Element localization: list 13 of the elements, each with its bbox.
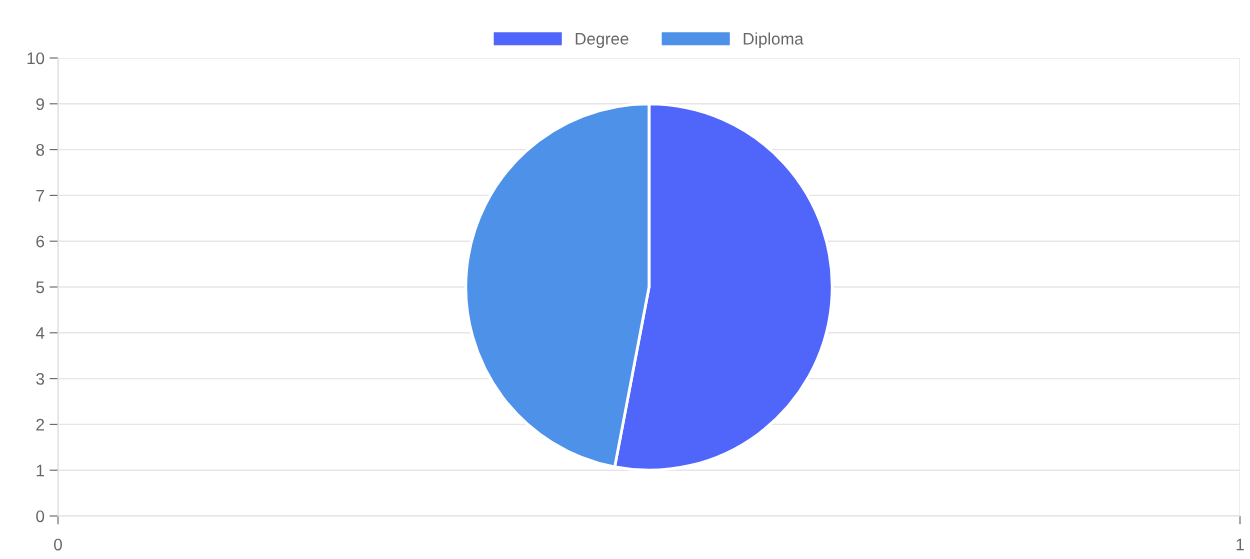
- y-tick-label: 7: [36, 189, 44, 202]
- y-tick-label: 6: [36, 235, 45, 248]
- y-tick-label: 5: [36, 281, 45, 294]
- y-tick-label: 3: [36, 373, 45, 385]
- y-tick-label: 9: [36, 98, 45, 110]
- y-tick-label: 8: [36, 144, 45, 156]
- legend-label: Degree: [575, 33, 629, 48]
- y-tick-label: 4: [35, 327, 45, 339]
- y-tick-label: 0: [36, 510, 45, 523]
- y-tick-label: 1: [36, 464, 44, 477]
- legend-label: Diploma: [743, 32, 804, 48]
- y-tick-label: 2: [36, 418, 44, 431]
- y-tick-label: 10: [27, 52, 45, 65]
